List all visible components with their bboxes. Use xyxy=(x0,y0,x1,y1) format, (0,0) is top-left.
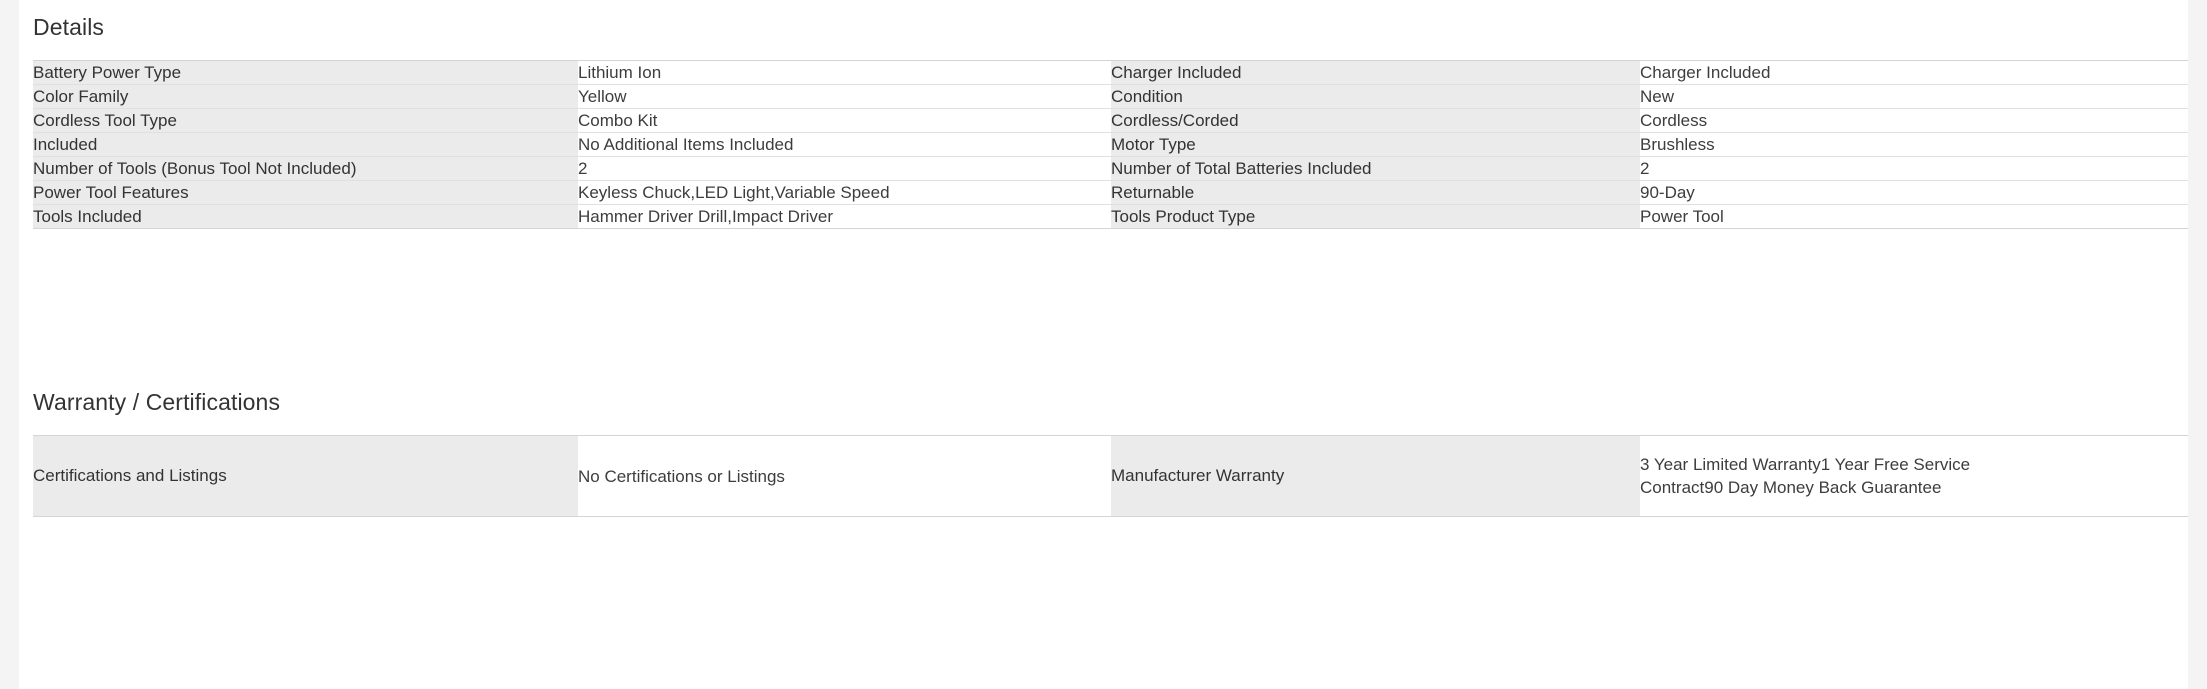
spec-label: Battery Power Type xyxy=(33,60,578,85)
spec-value: Lithium Ion xyxy=(578,60,1111,85)
spec-label: Tools Included xyxy=(33,204,578,229)
spec-value: Keyless Chuck,LED Light,Variable Speed xyxy=(578,180,1111,205)
spec-value: 2 xyxy=(578,156,1111,181)
table-row: Included No Additional Items Included Mo… xyxy=(33,132,2188,157)
spec-label: Charger Included xyxy=(1111,60,1640,85)
spec-value: No Certifications or Listings xyxy=(578,435,1111,517)
spec-label: Color Family xyxy=(33,84,578,109)
spec-value: Charger Included xyxy=(1640,60,2188,85)
spec-value: Cordless xyxy=(1640,108,2188,133)
spec-label: Power Tool Features xyxy=(33,180,578,205)
spec-value: New xyxy=(1640,84,2188,109)
table-row: Certifications and Listings No Certifica… xyxy=(33,435,2188,517)
content-sheet: Details Battery Power Type Lithium Ion C… xyxy=(19,0,2188,689)
spec-value: Power Tool xyxy=(1640,204,2188,229)
right-gutter xyxy=(2188,0,2207,689)
table-row: Battery Power Type Lithium Ion Charger I… xyxy=(33,60,2188,85)
spec-value: 3 Year Limited Warranty1 Year Free Servi… xyxy=(1640,435,2188,517)
spec-label: Number of Tools (Bonus Tool Not Included… xyxy=(33,156,578,181)
spec-value: 90-Day xyxy=(1640,180,2188,205)
spec-label: Manufacturer Warranty xyxy=(1111,435,1640,517)
details-spec-table: Battery Power Type Lithium Ion Charger I… xyxy=(33,60,2188,229)
warranty-certifications-section: Warranty / Certifications Certifications… xyxy=(33,375,2188,517)
table-row: Number of Tools (Bonus Tool Not Included… xyxy=(33,156,2188,181)
spec-label: Tools Product Type xyxy=(1111,204,1640,229)
spec-label: Cordless/Corded xyxy=(1111,108,1640,133)
warranty-spec-table: Certifications and Listings No Certifica… xyxy=(33,435,2188,517)
spec-value: Hammer Driver Drill,Impact Driver xyxy=(578,204,1111,229)
spec-label: Cordless Tool Type xyxy=(33,108,578,133)
spec-value: 2 xyxy=(1640,156,2188,181)
details-section-title: Details xyxy=(33,14,105,40)
table-row: Color Family Yellow Condition New xyxy=(33,84,2188,109)
spec-label: Condition xyxy=(1111,84,1640,109)
spec-value: Yellow xyxy=(578,84,1111,109)
table-row: Tools Included Hammer Driver Drill,Impac… xyxy=(33,204,2188,229)
spec-label: Certifications and Listings xyxy=(33,435,578,517)
spec-value: No Additional Items Included xyxy=(578,132,1111,157)
spec-label: Motor Type xyxy=(1111,132,1640,157)
spec-value: Combo Kit xyxy=(578,108,1111,133)
spec-label: Number of Total Batteries Included xyxy=(1111,156,1640,181)
table-row: Power Tool Features Keyless Chuck,LED Li… xyxy=(33,180,2188,205)
spec-label: Included xyxy=(33,132,578,157)
details-section: Details Battery Power Type Lithium Ion C… xyxy=(33,0,2188,229)
warranty-section-title: Warranty / Certifications xyxy=(33,389,281,415)
table-row: Cordless Tool Type Combo Kit Cordless/Co… xyxy=(33,108,2188,133)
spec-label: Returnable xyxy=(1111,180,1640,205)
left-gutter xyxy=(0,0,19,689)
spec-value: Brushless xyxy=(1640,132,2188,157)
